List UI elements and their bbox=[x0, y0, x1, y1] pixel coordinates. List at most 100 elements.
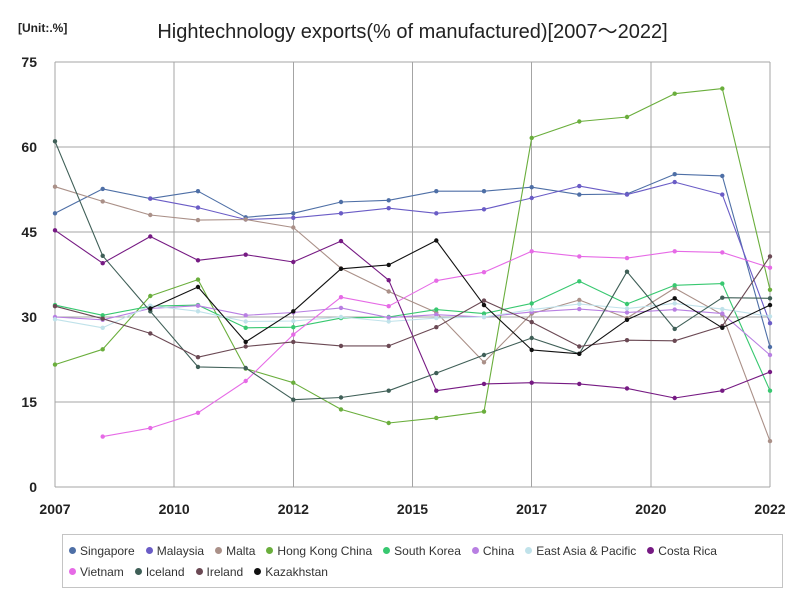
data-point-south-korea-2020 bbox=[672, 283, 677, 288]
data-point-vietnam-2016 bbox=[481, 270, 487, 275]
legend-label-singapore: Singapore bbox=[80, 543, 135, 558]
data-point-costa-rica-2019 bbox=[624, 386, 630, 391]
data-point-iceland-2008 bbox=[100, 253, 105, 258]
data-point-south-korea-2021 bbox=[720, 281, 725, 286]
data-point-china-2020 bbox=[672, 307, 677, 312]
legend-marker-south-korea bbox=[383, 547, 391, 554]
data-point-iceland-2016 bbox=[481, 352, 487, 358]
legend-item-malaysia: Malaysia bbox=[145, 543, 205, 558]
data-point-east-asia-pacific-2022 bbox=[767, 314, 773, 319]
data-point-east-asia-pacific-2021 bbox=[720, 306, 725, 312]
data-point-south-korea-2019 bbox=[624, 301, 630, 307]
data-point-iceland-2019 bbox=[624, 269, 630, 274]
legend-item-china: China bbox=[471, 544, 514, 558]
data-point-iceland-2022 bbox=[767, 296, 773, 301]
data-point-south-korea-2008 bbox=[100, 313, 105, 318]
data-point-costa-rica-2020 bbox=[672, 395, 677, 401]
data-point-vietnam-2019 bbox=[624, 255, 630, 261]
axis-labels: 0 15 30 45 60 75 2007 2010 2012 2015 2017 2020 2022 bbox=[21, 54, 785, 517]
data-point-singapore-2017 bbox=[529, 185, 534, 190]
data-point-costa-rica-2008 bbox=[100, 261, 105, 266]
data-point-kazakhstan-2016 bbox=[481, 302, 487, 308]
legend-marker-kazakhstan bbox=[254, 568, 262, 575]
data-point-east-asia-pacific-2011 bbox=[243, 319, 248, 324]
data-point-singapore-2012 bbox=[291, 211, 296, 216]
legend-label-malaysia: Malaysia bbox=[156, 543, 205, 558]
series-line-china bbox=[54, 305, 771, 356]
data-point-ireland-2007 bbox=[52, 304, 58, 309]
x-tick-label: 2012 bbox=[278, 501, 309, 517]
legend-marker-malta bbox=[215, 547, 223, 554]
series-line-malaysia bbox=[150, 181, 771, 324]
data-point-malaysia-2016 bbox=[481, 207, 487, 212]
data-point-malaysia-2019 bbox=[624, 192, 630, 197]
data-point-costa-rica-2021 bbox=[720, 388, 725, 393]
chart-title: Hightechnology exports(% of manufactured… bbox=[157, 21, 668, 43]
y-tick-label: 60 bbox=[21, 139, 37, 155]
series-layer bbox=[52, 86, 773, 444]
data-point-kazakhstan-2017 bbox=[529, 347, 534, 353]
data-point-vietnam-2015 bbox=[434, 278, 439, 283]
data-point-south-korea-2017 bbox=[529, 301, 534, 306]
x-tick-label: 2017 bbox=[516, 501, 547, 517]
data-point-south-korea-2011 bbox=[243, 325, 248, 330]
series-kazakhstan bbox=[148, 238, 773, 356]
data-point-hong-kong-china-2017 bbox=[529, 135, 534, 141]
data-point-malaysia-2022 bbox=[767, 321, 773, 326]
data-point-east-asia-pacific-2015 bbox=[434, 315, 439, 321]
y-tick-label: 0 bbox=[29, 479, 37, 495]
data-point-costa-rica-2018 bbox=[577, 381, 582, 387]
data-point-east-asia-pacific-2018 bbox=[577, 301, 582, 307]
data-point-ireland-2014 bbox=[386, 343, 391, 349]
legend-label-ireland: Ireland bbox=[206, 564, 244, 579]
legend-item-south-korea: South Korea bbox=[383, 544, 461, 558]
data-point-china-2011 bbox=[243, 313, 248, 318]
data-point-ireland-2013 bbox=[338, 343, 344, 349]
data-point-east-asia-pacific-2017 bbox=[529, 307, 534, 312]
data-point-kazakhstan-2011 bbox=[243, 339, 248, 345]
data-point-hong-kong-china-2016 bbox=[481, 409, 487, 414]
data-point-east-asia-pacific-2008 bbox=[100, 325, 105, 330]
data-point-east-asia-pacific-2010 bbox=[195, 309, 201, 314]
data-point-south-korea-2022 bbox=[767, 388, 773, 393]
data-point-costa-rica-2016 bbox=[481, 381, 487, 387]
series-line-east-asia-pacific bbox=[54, 302, 771, 329]
legend-marker-vietnam bbox=[69, 568, 76, 575]
data-point-iceland-2017 bbox=[529, 335, 534, 341]
legend-marker-china bbox=[471, 547, 479, 554]
data-point-ireland-2022 bbox=[767, 254, 773, 259]
data-point-costa-rica-2009 bbox=[148, 234, 153, 239]
legend-marker-east-asia-pacific bbox=[525, 547, 533, 554]
legend-marker-costa-rica bbox=[647, 547, 655, 554]
y-tick-label: 75 bbox=[21, 54, 37, 70]
data-point-south-korea-2015 bbox=[434, 307, 439, 312]
data-point-hong-kong-china-2013 bbox=[338, 407, 344, 412]
data-point-costa-rica-2007 bbox=[52, 228, 58, 233]
data-point-hong-kong-china-2008 bbox=[100, 347, 105, 352]
series-ireland bbox=[52, 254, 773, 360]
data-point-ireland-2015 bbox=[434, 325, 439, 330]
data-point-vietnam-2008 bbox=[100, 434, 105, 439]
legend-item-singapore: Singapore bbox=[69, 544, 135, 558]
data-point-ireland-2009 bbox=[148, 331, 153, 336]
data-point-vietnam-2012 bbox=[291, 332, 296, 337]
data-point-iceland-2021 bbox=[720, 295, 725, 300]
legend-row: Vietnam Iceland Ireland Kazakhstan bbox=[69, 561, 782, 582]
legend-label-south-korea: South Korea bbox=[394, 543, 461, 558]
data-point-singapore-2014 bbox=[386, 198, 391, 203]
legend-item-malta: Malta bbox=[215, 544, 255, 558]
data-point-hong-kong-china-2012 bbox=[291, 380, 296, 385]
legend-item-iceland: Iceland bbox=[134, 565, 185, 579]
data-point-hong-kong-china-2021 bbox=[720, 86, 725, 91]
data-point-china-2015 bbox=[434, 312, 439, 317]
series-malaysia bbox=[148, 179, 773, 326]
data-point-china-2010 bbox=[195, 303, 201, 308]
data-point-malta-2022 bbox=[767, 438, 773, 444]
data-point-east-asia-pacific-2020 bbox=[672, 301, 677, 306]
legend-label-costa-rica: Costa Rica bbox=[658, 543, 717, 558]
data-point-singapore-2022 bbox=[767, 344, 773, 350]
data-point-vietnam-2022 bbox=[767, 265, 773, 270]
data-point-malaysia-2017 bbox=[529, 195, 534, 201]
data-point-ireland-2008 bbox=[100, 316, 105, 321]
data-point-singapore-2018 bbox=[577, 192, 582, 197]
